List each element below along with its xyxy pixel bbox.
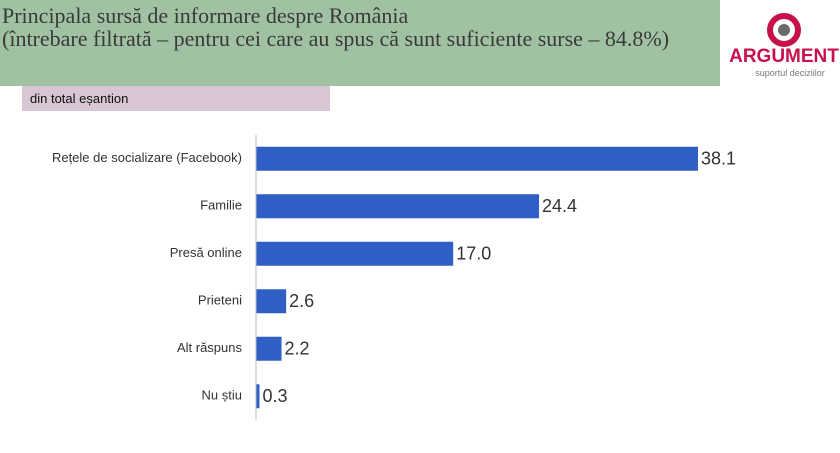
category-label: Nu știu: [202, 388, 242, 403]
value-label: 0.3: [262, 386, 287, 406]
value-label: 2.6: [289, 291, 314, 311]
logo-name: ARGUMENT: [729, 46, 839, 67]
note: din total eșantion: [22, 86, 330, 111]
bar: [256, 336, 282, 361]
category-label: Familie: [200, 198, 242, 213]
bar: [256, 194, 540, 219]
logo: ARGUMENT suportul deciziilor: [729, 13, 839, 78]
value-label: 38.1: [701, 149, 736, 169]
chart-title: Principala sursă de informare despre Rom…: [2, 3, 409, 28]
value-label: 17.0: [456, 244, 491, 264]
category-label: Alt răspuns: [177, 340, 243, 355]
chart-subtitle: (întrebare filtrată – pentru cei care au…: [2, 26, 670, 51]
bar: [256, 241, 454, 266]
header: Principala sursă de informare despre Rom…: [0, 0, 720, 86]
value-label: 24.4: [542, 196, 577, 216]
category-label: Presă online: [170, 245, 242, 260]
logo-tagline: suportul deciziilor: [755, 68, 825, 78]
logo-ring: [767, 13, 801, 47]
bar: [256, 146, 698, 171]
bar: [256, 289, 287, 314]
bar: [256, 384, 260, 409]
category-label: Prieteni: [198, 293, 242, 308]
value-label: 2.2: [285, 339, 310, 359]
category-label: Rețele de socializare (Facebook): [52, 150, 242, 165]
logo-dot: [778, 24, 790, 36]
